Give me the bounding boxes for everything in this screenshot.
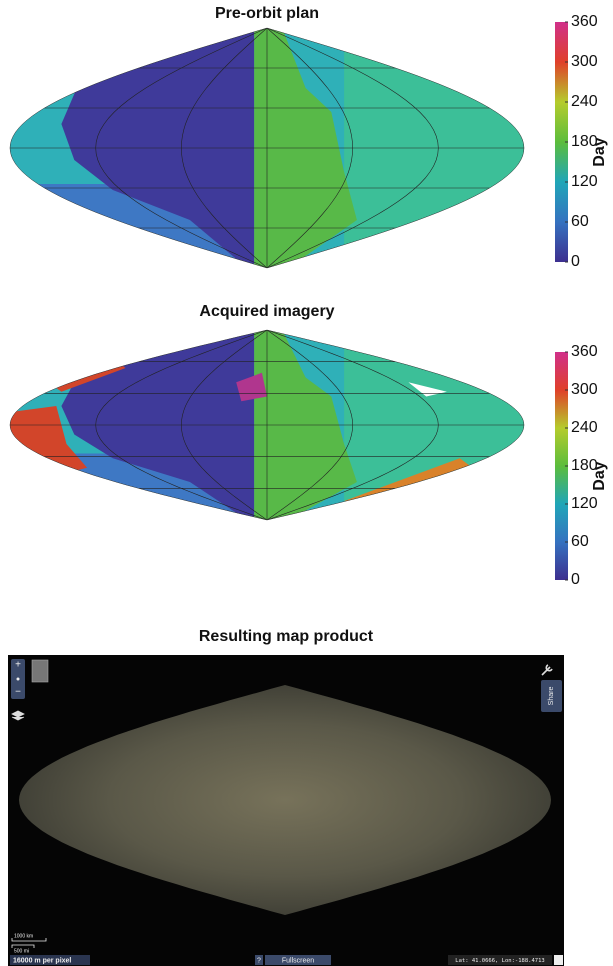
colorbar-tick-label: 300: [571, 53, 598, 70]
scale-km: 1000 km: [14, 933, 33, 939]
scale-mi: 500 mi: [14, 948, 29, 954]
map-viewer: + − Share 1000 km 500 mi 16000 m per pix…: [8, 655, 564, 966]
colorbar-tick-label: 360: [571, 343, 598, 360]
layer-thumbnail[interactable]: [32, 660, 48, 682]
coverage-map: [0, 16, 550, 280]
colorbar-tick-label: 360: [571, 13, 598, 30]
colorbar-label: Day: [591, 137, 608, 166]
colorbar-tick-label: 120: [571, 495, 598, 512]
resolution: 16000 m per pixel: [13, 957, 71, 964]
coverage-map: [0, 321, 550, 530]
panel-title: Pre-orbit plan: [215, 5, 319, 22]
colorbar-tick-label: 300: [571, 381, 598, 398]
colorbar-tick-label: 60: [571, 533, 589, 550]
colorbar-tick-label: 120: [571, 173, 598, 190]
corner-button[interactable]: [554, 955, 563, 965]
share-label[interactable]: Share: [548, 687, 555, 706]
zoom-in[interactable]: +: [15, 660, 21, 671]
colorbar-label: Day: [591, 461, 608, 490]
panel-title: Resulting map product: [199, 628, 374, 645]
graticule: [10, 330, 524, 520]
graticule: [10, 28, 524, 268]
colorbar-tick-label: 0: [571, 253, 580, 270]
colorbar-tick-label: 0: [571, 571, 580, 588]
coordinates: Lat: 41.0666, Lon:-188.4713: [455, 958, 544, 964]
figure: Pre-orbit plan Acquired imagery Resultin…: [0, 0, 613, 966]
zoom-out[interactable]: −: [15, 687, 21, 698]
zoom-reset[interactable]: [17, 678, 20, 681]
colorbar-tick-label: 60: [571, 213, 589, 230]
fullscreen[interactable]: Fullscreen: [282, 957, 314, 964]
help[interactable]: ?: [257, 957, 261, 964]
colorbar-tick-label: 240: [571, 93, 598, 110]
colorbar-tick-label: 240: [571, 419, 598, 436]
panel-title: Acquired imagery: [199, 303, 334, 320]
